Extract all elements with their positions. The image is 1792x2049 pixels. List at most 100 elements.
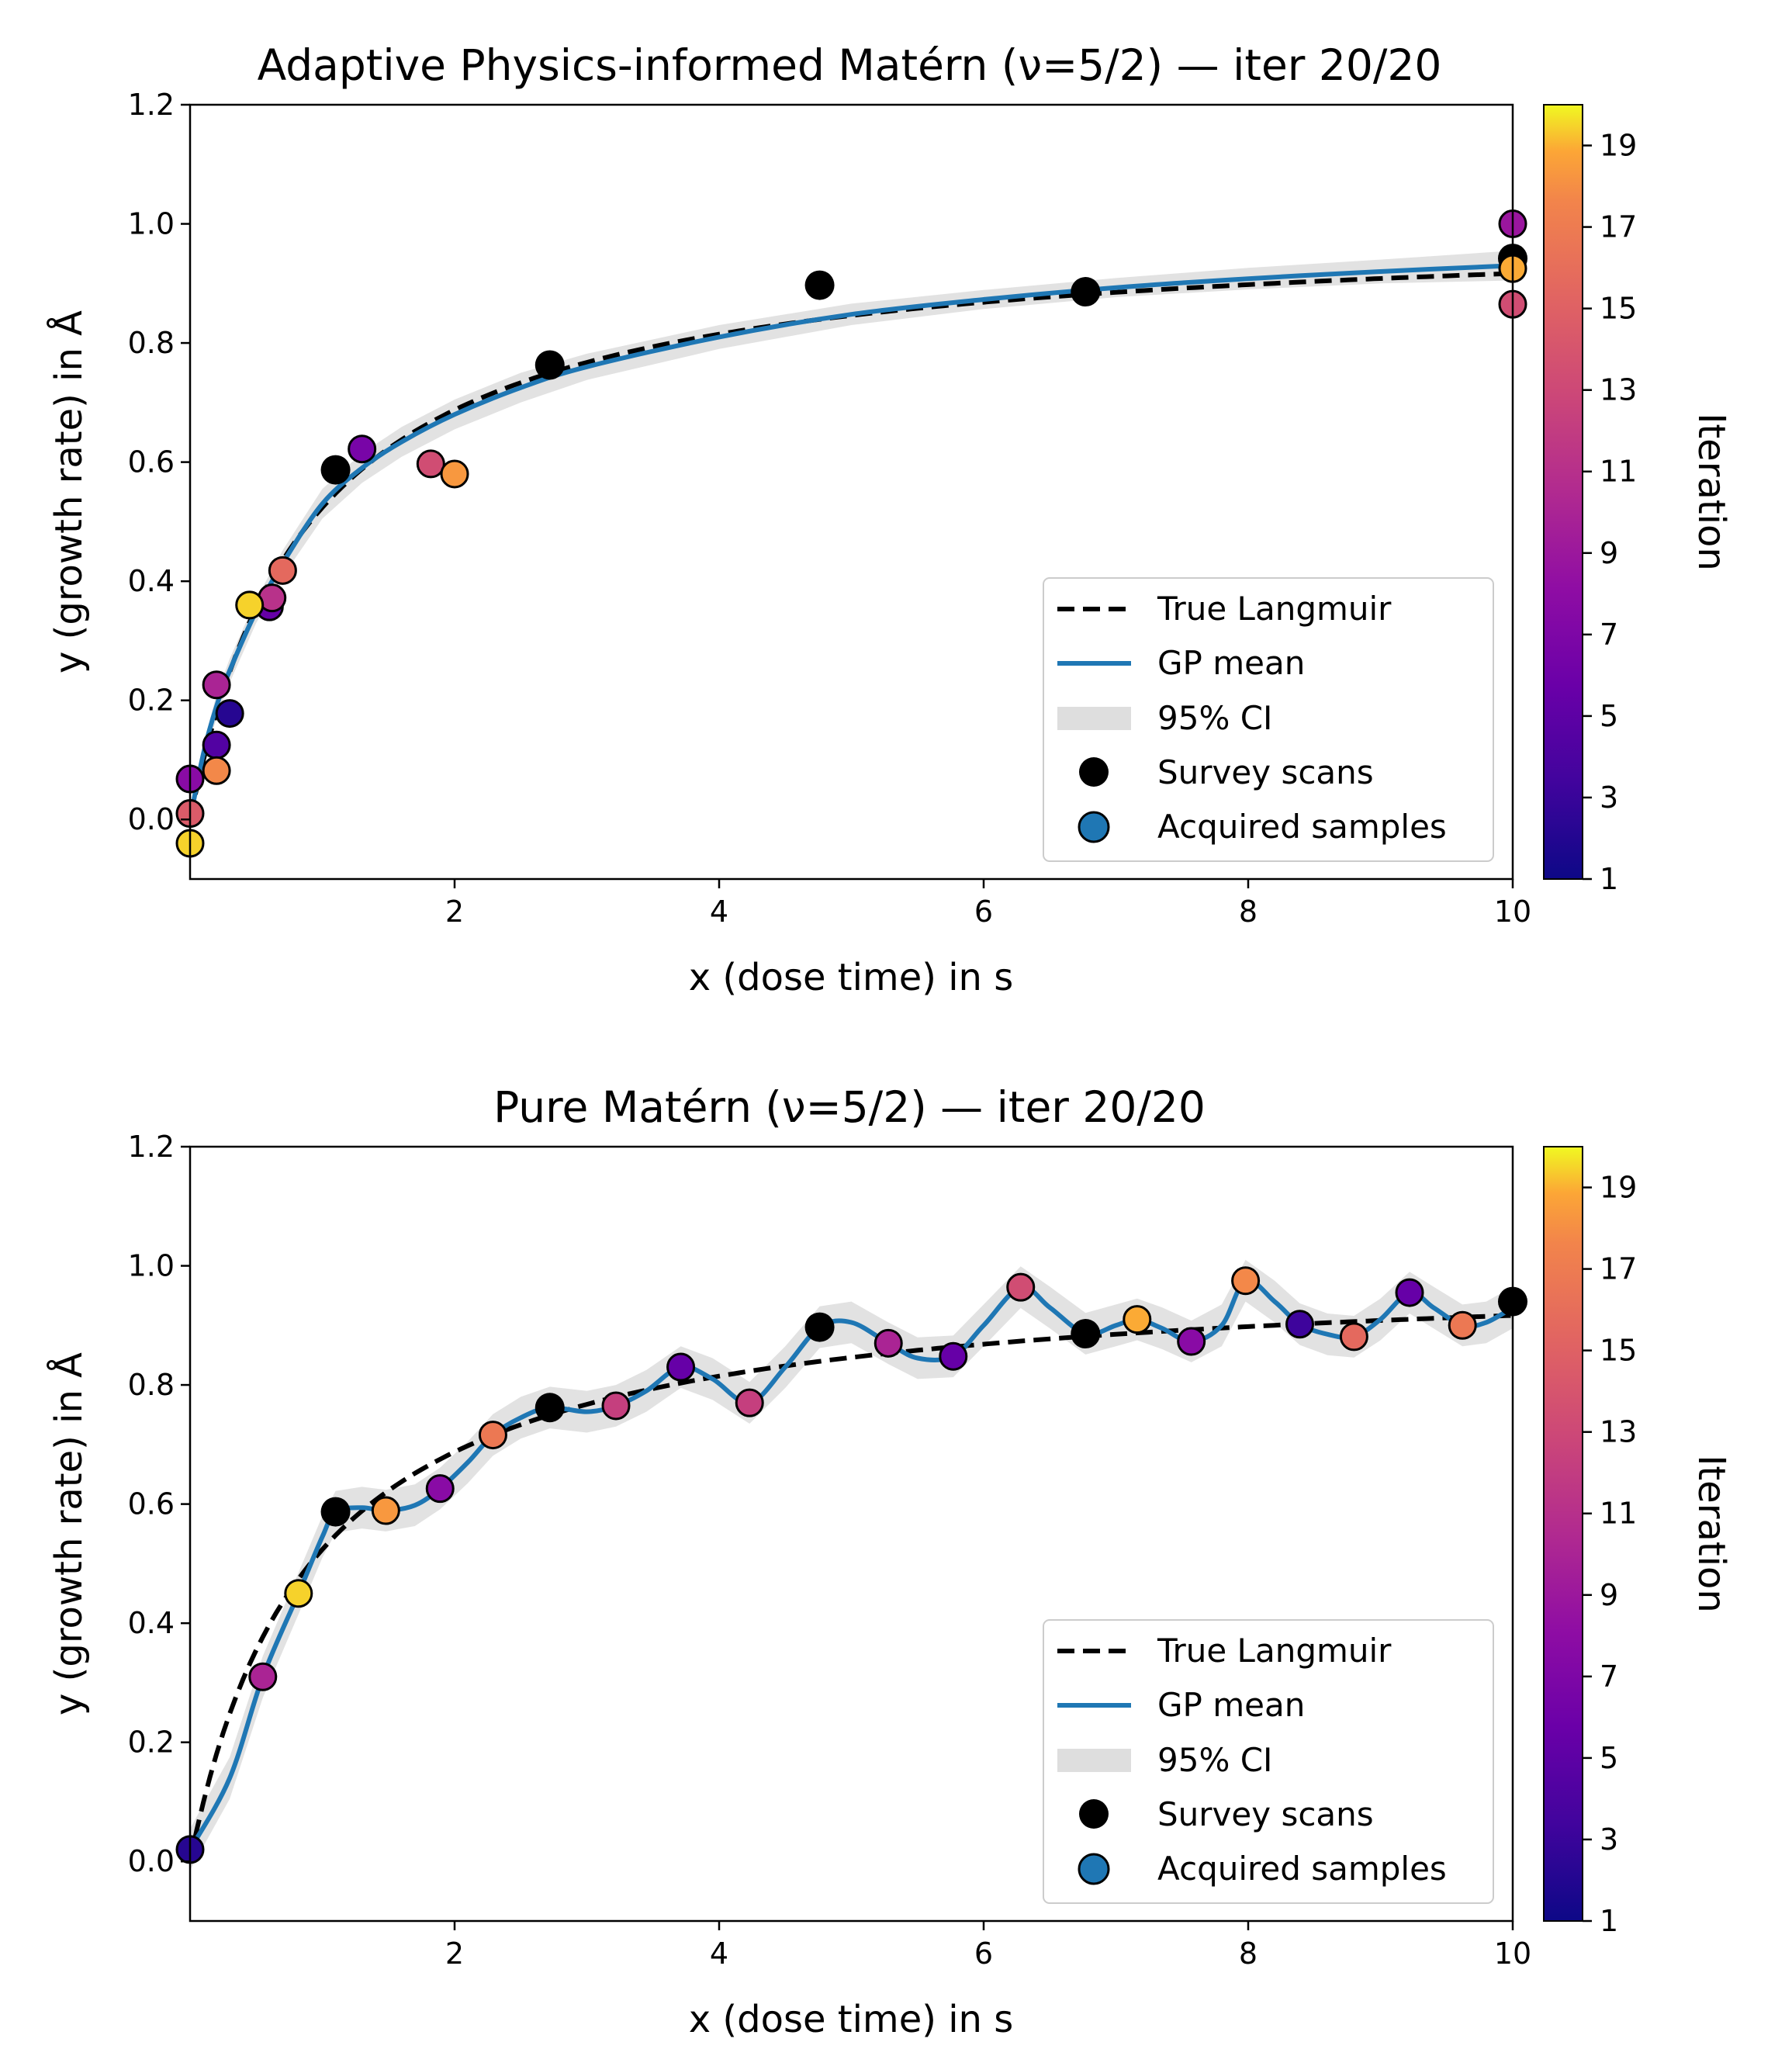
- acquired-sample-point: [1395, 1278, 1424, 1307]
- y-tick-label: 1.2: [128, 1130, 175, 1164]
- survey-scan-point: [1071, 277, 1101, 307]
- legend-acquired-marker: [1078, 1853, 1110, 1885]
- legend-survey-marker: [1079, 757, 1109, 787]
- survey-scan-point: [1071, 1319, 1101, 1349]
- survey-scan-point: [534, 350, 565, 380]
- y-tick-label: 1.2: [128, 88, 175, 122]
- acquired-sample-point: [348, 434, 377, 464]
- legend-ci-swatch: [1057, 1749, 1131, 1772]
- survey-scan-point: [320, 455, 351, 485]
- y-tick-label: 0.0: [128, 1844, 175, 1878]
- y-tick-label: 0.8: [128, 326, 175, 360]
- y-tick-label: 1.0: [128, 1249, 175, 1283]
- colorbar-tick-label: 19: [1600, 1171, 1637, 1205]
- y-tick-label: 0.6: [128, 1487, 175, 1521]
- colorbar-tick-label: 17: [1600, 210, 1637, 244]
- y-axis-label: y (growth rate) in Å: [47, 310, 91, 673]
- panel-pure-matern: Pure Matérn (ν=5/2) — iter 20/20 2 4 6 8 10 0…: [47, 1082, 1733, 2041]
- acquired-sample-point: [601, 1391, 631, 1421]
- acquired-sample-point: [1448, 1310, 1477, 1340]
- colorbar-tick-label: 11: [1600, 455, 1637, 489]
- x-tick-label: 4: [710, 1937, 728, 1971]
- legend-box: [1043, 577, 1494, 862]
- acquired-sample-point: [202, 756, 231, 785]
- acquired-sample-point: [1006, 1272, 1036, 1302]
- colorbar-tick-label: 7: [1600, 1660, 1618, 1694]
- x-tick-label: 2: [445, 895, 464, 929]
- acquired-sample-point: [416, 449, 445, 479]
- legend-ci-swatch: [1057, 707, 1131, 730]
- acquired-sample-point: [215, 699, 244, 729]
- acquired-sample-point: [939, 1341, 968, 1371]
- legend-acquired-marker: [1078, 811, 1110, 843]
- acquired-sample-point: [735, 1388, 764, 1417]
- chart-title: Pure Matérn (ν=5/2) — iter 20/20: [493, 1082, 1206, 1132]
- legend-ci: 95% CI: [1157, 699, 1272, 737]
- acquired-sample-point: [440, 459, 469, 489]
- acquired-sample-point: [371, 1496, 400, 1525]
- legend-true-langmuir: True Langmuir: [1157, 590, 1392, 628]
- y-axis-label: y (growth rate) in Å: [47, 1352, 91, 1715]
- x-tick-label: 8: [1239, 1937, 1258, 1971]
- y-tick-label: 0.4: [128, 564, 175, 598]
- x-axis-label: x (dose time) in s: [689, 956, 1013, 999]
- legend-survey: Survey scans: [1157, 1795, 1374, 1833]
- axis-ticks: 2 4 6 8 10 0.0 0.2 0.4 0.6 0.8 1.0 1.2: [128, 1130, 1532, 1971]
- survey-scan-point: [534, 1393, 565, 1423]
- y-tick-label: 0.4: [128, 1606, 175, 1640]
- colorbar-tick-label: 9: [1600, 1578, 1618, 1612]
- legend: True Langmuir GP mean 95% CI Survey scan…: [1043, 1619, 1494, 1904]
- x-tick-label: 10: [1494, 1937, 1531, 1971]
- acquired-sample-point: [248, 1662, 278, 1691]
- colorbar-tick-label: 13: [1600, 1415, 1637, 1449]
- legend-survey-marker: [1079, 1799, 1109, 1829]
- y-tick-label: 0.8: [128, 1368, 175, 1402]
- x-tick-label: 8: [1239, 895, 1258, 929]
- x-tick-label: 6: [974, 1937, 993, 1971]
- colorbar-tick-label: 9: [1600, 536, 1618, 570]
- colorbar-tick-label: 3: [1600, 1822, 1618, 1857]
- colorbar-tick-label: 11: [1600, 1497, 1637, 1531]
- legend-box: [1043, 1619, 1494, 1904]
- colorbar-tick-label: 5: [1600, 1741, 1618, 1775]
- legend-gp-mean: GP mean: [1157, 644, 1305, 682]
- acquired-sample-point: [202, 670, 231, 700]
- colorbar-tick-label: 15: [1600, 1334, 1637, 1368]
- acquired-sample-point: [268, 556, 297, 585]
- acquired-sample-point: [874, 1328, 903, 1358]
- chart-title: Adaptive Physics-informed Matérn (ν=5/2)…: [258, 40, 1442, 90]
- colorbar-tick-label: 19: [1600, 129, 1637, 163]
- survey-scan-point: [804, 1312, 835, 1342]
- acquired-sample-point: [425, 1474, 455, 1504]
- colorbar-label: Iteration: [1690, 1455, 1733, 1613]
- legend-true-langmuir: True Langmuir: [1157, 1632, 1392, 1670]
- legend-acquired: Acquired samples: [1157, 1850, 1447, 1888]
- acquired-sample-point: [478, 1421, 507, 1450]
- y-tick-label: 1.0: [128, 207, 175, 241]
- colorbar-gradient: [1543, 1146, 1583, 1922]
- legend-survey: Survey scans: [1157, 753, 1374, 791]
- colorbar-tick-label: 5: [1600, 699, 1618, 733]
- colorbar-gradient: [1543, 104, 1583, 880]
- ci-band: [190, 1259, 1513, 1871]
- acquired-sample-point: [202, 730, 231, 760]
- true-langmuir-line: [190, 271, 1513, 820]
- x-tick-label: 2: [445, 1937, 464, 1971]
- legend-ci: 95% CI: [1157, 1741, 1272, 1779]
- legend: True Langmuir GP mean 95% CI Survey scan…: [1043, 577, 1494, 862]
- y-tick-label: 0.6: [128, 445, 175, 479]
- y-tick-label: 0.2: [128, 1725, 175, 1760]
- colorbar-label: Iteration: [1690, 413, 1733, 571]
- survey-scan-point: [320, 1497, 351, 1527]
- colorbar-tick-label: 17: [1600, 1252, 1637, 1286]
- acquired-sample-point: [1285, 1310, 1314, 1339]
- legend-acquired: Acquired samples: [1157, 808, 1447, 846]
- y-tick-label: 0.0: [128, 802, 175, 836]
- x-tick-label: 4: [710, 895, 728, 929]
- ci-band: [190, 251, 1513, 825]
- legend-gp-mean: GP mean: [1157, 1686, 1305, 1724]
